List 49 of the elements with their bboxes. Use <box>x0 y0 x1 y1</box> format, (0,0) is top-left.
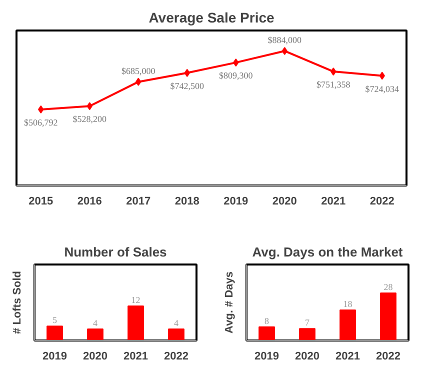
data-label: 12 <box>131 294 140 305</box>
x-tick-label: 2016 <box>77 196 102 208</box>
data-label: $724,034 <box>365 84 400 94</box>
data-label: $742,500 <box>170 80 204 91</box>
x-tick-label: 2019 <box>42 350 67 362</box>
data-label: 8 <box>264 316 270 326</box>
point <box>282 46 288 55</box>
x-tick-label: 2021 <box>336 350 360 362</box>
x-tick-label: 2015 <box>28 196 54 208</box>
x-tick-label: 2018 <box>174 196 200 208</box>
x-tick-label: 2019 <box>254 350 279 362</box>
bar <box>258 326 275 340</box>
bar <box>340 309 356 340</box>
y-axis-title: # Lofts Sold <box>12 271 24 334</box>
x-tick-label: 2022 <box>376 350 400 362</box>
data-label: $884,000 <box>268 34 302 45</box>
x-tick-label: 2020 <box>272 196 297 208</box>
x-tick-label: 2021 <box>124 350 148 362</box>
data-label: 4 <box>174 318 179 328</box>
bar <box>299 328 316 340</box>
x-tick-label: 2021 <box>321 196 346 208</box>
data-label: 7 <box>305 318 310 328</box>
data-label: 28 <box>384 282 394 292</box>
x-tick-label: 2022 <box>370 196 394 208</box>
point <box>86 102 92 110</box>
chart-title: Average Sale Price <box>148 10 274 26</box>
y-axis-title: Avg. # Days <box>224 272 236 334</box>
data-label: 5 <box>52 315 58 326</box>
data-label: $506,792 <box>24 117 58 128</box>
point <box>379 72 385 80</box>
x-tick-label: 2017 <box>126 196 151 208</box>
x-tick-label: 2022 <box>164 350 188 362</box>
data-label: $751,358 <box>316 80 351 90</box>
point <box>233 58 239 67</box>
bar <box>380 292 396 340</box>
point <box>330 68 336 76</box>
data-label: $528,200 <box>72 114 107 124</box>
x-tick-label: 2019 <box>224 196 248 208</box>
data-label: $809,300 <box>219 70 254 81</box>
point <box>136 78 142 86</box>
data-label: 18 <box>343 298 353 309</box>
data-label: $685,000 <box>122 66 156 76</box>
point <box>184 68 190 77</box>
chart-title: Number of Sales <box>64 244 167 260</box>
data-label: 4 <box>93 318 98 328</box>
point <box>38 105 44 114</box>
x-tick-label: 2020 <box>83 350 108 362</box>
x-tick-label: 2020 <box>295 350 320 362</box>
chart-title: Avg. Days on the Market <box>252 244 404 260</box>
